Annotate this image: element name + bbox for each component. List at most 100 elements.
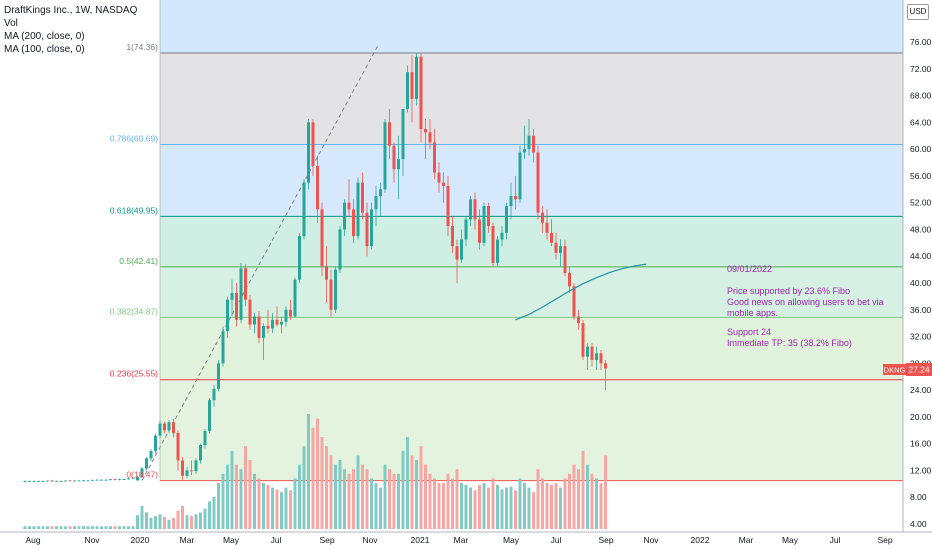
volume-bar bbox=[478, 484, 481, 529]
candle-body bbox=[487, 206, 490, 227]
candle-body bbox=[361, 182, 364, 213]
candle-body bbox=[311, 122, 315, 166]
fib-labels: 1(74.36) 0.786(60.69) 0.618(49.95) 0.5(42.4… bbox=[110, 42, 158, 480]
candle-body bbox=[46, 480, 49, 482]
volume-bar bbox=[280, 492, 283, 529]
volume-bar bbox=[199, 512, 202, 529]
volume-bar bbox=[424, 464, 427, 529]
volume-bar bbox=[113, 526, 117, 529]
candle-body bbox=[50, 480, 54, 482]
volume-bar bbox=[181, 506, 184, 529]
candle-body bbox=[95, 479, 99, 481]
volume-bar bbox=[599, 483, 603, 529]
note-line5: Immediate TP: 35 (38.2% Fibo) bbox=[727, 338, 852, 348]
candle-body bbox=[563, 246, 567, 273]
price-axis[interactable]: 76.00 72.00 68.00 64.00 60.00 56.00 52.00 48.00… bbox=[902, 0, 932, 532]
volume-bar bbox=[316, 418, 319, 529]
fib-label-0.382: 0.382(34.87) bbox=[110, 306, 158, 316]
candle-body bbox=[433, 142, 436, 173]
volume-bar bbox=[95, 526, 99, 529]
candle-body bbox=[104, 479, 108, 481]
fib-zones bbox=[159, 0, 903, 482]
candle-body bbox=[478, 219, 481, 243]
volume-bar bbox=[509, 486, 513, 529]
price-tick-label: 32.00 bbox=[910, 332, 932, 342]
volume-bar bbox=[365, 469, 369, 529]
volume-bar bbox=[122, 526, 126, 529]
volume-bar bbox=[239, 469, 243, 529]
candle-body bbox=[212, 388, 216, 401]
volume-bar bbox=[505, 487, 508, 529]
volume-bar bbox=[460, 483, 463, 529]
price-tick-label: 60.00 bbox=[910, 144, 932, 154]
symbol-tag: DKNG bbox=[884, 366, 906, 375]
candle-body bbox=[239, 268, 243, 320]
volume-bar bbox=[37, 526, 40, 529]
vol-indicator-label[interactable]: Vol bbox=[4, 18, 18, 29]
volume-bar bbox=[91, 526, 94, 529]
volume-bar bbox=[410, 455, 414, 529]
candle-body bbox=[595, 353, 598, 360]
candle-body bbox=[113, 479, 117, 480]
candle-body bbox=[167, 422, 171, 431]
time-tick-label: May bbox=[782, 535, 799, 545]
symbol-tag-bg bbox=[883, 364, 906, 375]
candle-body bbox=[500, 232, 504, 240]
volume-bar bbox=[68, 526, 72, 529]
candle-body bbox=[406, 72, 409, 109]
candle-body bbox=[334, 269, 337, 310]
fib-zone bbox=[160, 266, 903, 318]
candle-body bbox=[271, 319, 274, 329]
volume-bar bbox=[541, 478, 544, 529]
candle-body bbox=[325, 266, 328, 280]
price-tick-label: 68.00 bbox=[910, 91, 932, 101]
candle-body bbox=[64, 480, 67, 482]
volume-bar bbox=[487, 487, 490, 529]
candle-body bbox=[379, 189, 382, 196]
candle-body bbox=[352, 209, 355, 237]
volume-bar bbox=[230, 450, 234, 529]
volume-bar bbox=[514, 490, 517, 529]
price-tick-label: 52.00 bbox=[910, 198, 932, 208]
time-axis[interactable]: Aug Nov 2020 Mar May Jul Sep Nov 2021 Mar May Jul Se… bbox=[0, 531, 932, 545]
candle-body bbox=[320, 209, 324, 267]
volume-bar bbox=[190, 516, 193, 529]
symbol-title[interactable]: DraftKings Inc., 1W, NASDAQ bbox=[4, 5, 138, 16]
volume-bar bbox=[212, 496, 216, 529]
fib-zone bbox=[160, 379, 903, 481]
candle-body bbox=[190, 470, 193, 472]
volume-bar bbox=[563, 478, 567, 529]
candle-body bbox=[572, 286, 576, 317]
candle-body bbox=[73, 480, 76, 482]
volume-bar bbox=[311, 427, 315, 529]
volume-bar bbox=[32, 526, 36, 529]
volume-bar bbox=[518, 478, 522, 529]
candle-body bbox=[388, 122, 391, 146]
volume-bar bbox=[325, 446, 328, 529]
volume-bar bbox=[208, 501, 211, 529]
volume-bar bbox=[50, 526, 54, 529]
volume-bar bbox=[383, 464, 387, 529]
candle-body bbox=[343, 202, 346, 230]
candle-body bbox=[455, 246, 459, 260]
volume-bar bbox=[59, 526, 63, 529]
volume-bar bbox=[523, 483, 526, 529]
volume-bar bbox=[392, 473, 396, 529]
candle-body bbox=[131, 477, 135, 479]
candle-body bbox=[316, 165, 319, 210]
price-tick-label: 48.00 bbox=[910, 224, 932, 234]
candle-body bbox=[275, 319, 279, 325]
chart-legend: DraftKings Inc., 1W, NASDAQ Vol MA (200,… bbox=[4, 4, 137, 56]
volume-bar bbox=[100, 526, 103, 529]
volume-bar bbox=[221, 473, 225, 529]
candle-body bbox=[514, 195, 517, 200]
candle-body bbox=[532, 135, 535, 153]
candle-body bbox=[464, 219, 468, 240]
price-tick-label: 8.00 bbox=[910, 492, 927, 502]
currency-button[interactable]: USD bbox=[907, 4, 929, 20]
candle-body bbox=[437, 172, 441, 183]
ma200-indicator-label[interactable]: MA (200, close, 0) bbox=[4, 31, 85, 42]
volume-bar bbox=[284, 487, 288, 529]
ma100-indicator-label[interactable]: MA (100, close, 0) bbox=[4, 44, 85, 55]
